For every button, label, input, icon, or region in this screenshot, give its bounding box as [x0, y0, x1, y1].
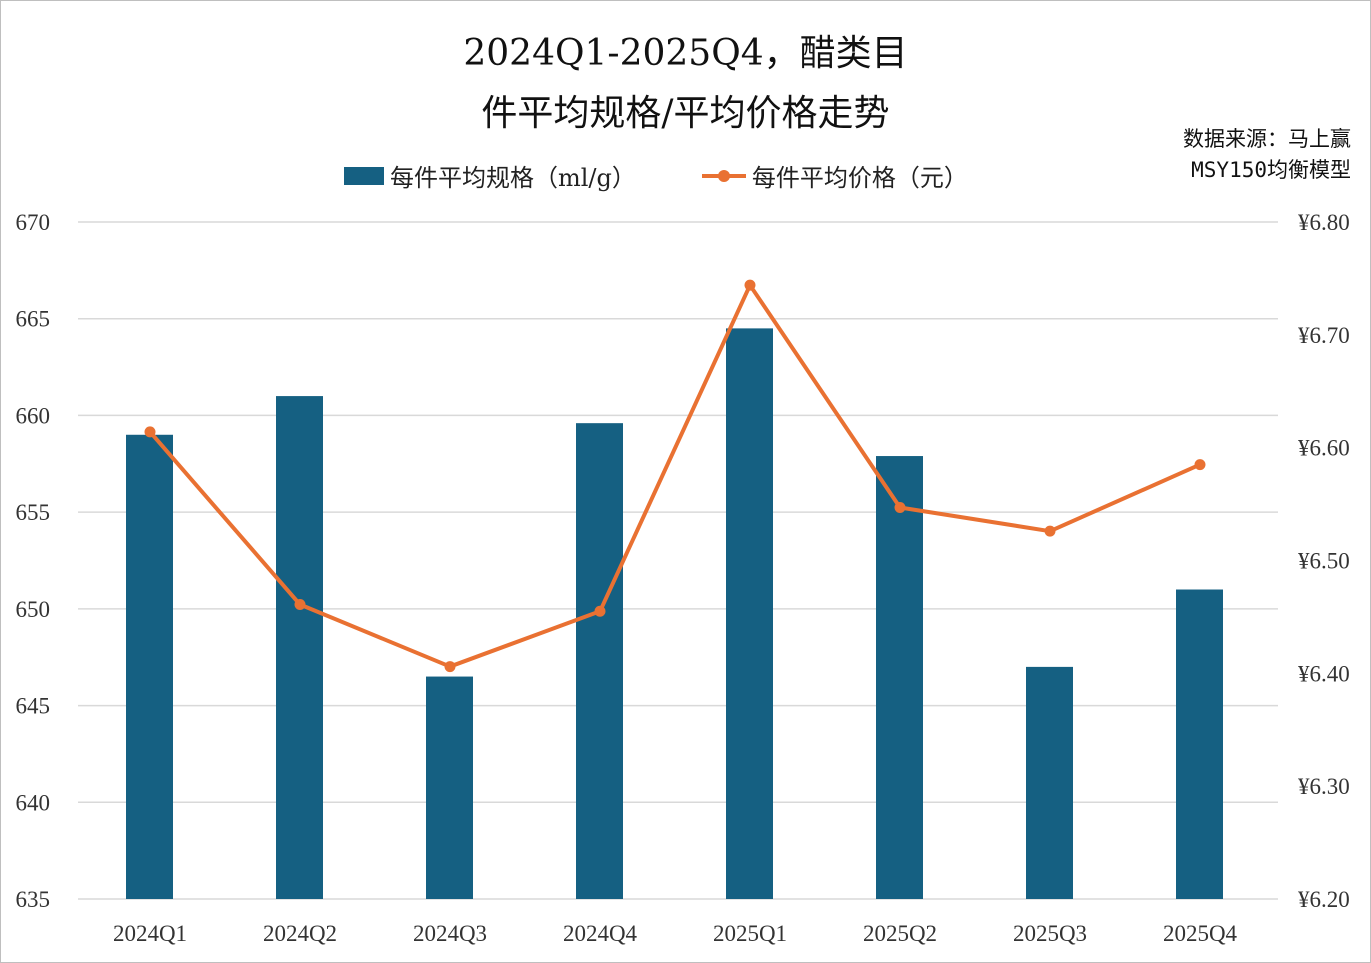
price-point — [594, 605, 606, 617]
chart-title-line2: 件平均规格/平均价格走势 — [481, 93, 890, 134]
bar — [1026, 666, 1073, 899]
left-axis-tick-label: 665 — [16, 307, 51, 332]
left-axis-tick-label: 635 — [16, 887, 51, 912]
x-axis-tick-label: 2025Q1 — [713, 921, 787, 946]
source-note: 数据来源：马上赢 MSY150均衡模型 — [1183, 124, 1351, 186]
chart-title-line1: 2024Q1-2025Q4，醋类目 — [463, 33, 908, 74]
left-axis-tick-label: 670 — [16, 210, 51, 235]
right-axis-tick-label: ¥6.30 — [1298, 774, 1350, 799]
left-axis-tick-label: 640 — [16, 790, 51, 815]
right-axis-tick-label: ¥6.40 — [1298, 661, 1350, 686]
legend-bar-label: 每件平均规格（ml/g） — [390, 164, 636, 192]
bar — [576, 423, 623, 899]
x-axis-tick-label: 2024Q3 — [413, 921, 487, 946]
left-axis-tick-label: 650 — [16, 597, 51, 622]
bar — [126, 434, 173, 899]
x-axis-tick-label: 2024Q4 — [563, 921, 638, 946]
bar — [426, 676, 473, 899]
price-point — [1194, 459, 1206, 471]
source-line1: 数据来源：马上赢 — [1183, 127, 1351, 151]
bar — [276, 396, 323, 899]
right-axis-tick-label: ¥6.80 — [1298, 210, 1350, 235]
bar — [876, 456, 923, 899]
price-line — [148, 283, 1201, 669]
right-axis-tick-label: ¥6.70 — [1298, 323, 1350, 348]
x-axis-tick-label: 2024Q2 — [263, 921, 337, 946]
source-line2: MSY150均衡模型 — [1191, 158, 1351, 182]
legend-bar-swatch — [344, 166, 384, 185]
left-axis-tick-label: 660 — [16, 403, 51, 428]
left-axis-tick-label: 655 — [16, 500, 51, 525]
price-point — [744, 279, 756, 291]
price-point — [144, 426, 156, 438]
bar — [726, 328, 773, 899]
legend-line-swatch — [701, 169, 746, 182]
price-point — [894, 501, 906, 513]
x-axis-tick-label: 2025Q4 — [1163, 921, 1238, 946]
left-axis-tick-label: 645 — [16, 694, 51, 719]
price-point — [444, 661, 456, 673]
x-axis-tick-label: 2024Q1 — [113, 921, 187, 946]
price-point — [294, 599, 306, 611]
right-axis-tick-label: ¥6.20 — [1298, 887, 1350, 912]
legend-line-label: 每件平均价格（元） — [751, 164, 968, 192]
bar — [1176, 589, 1223, 899]
x-axis-tick-label: 2025Q3 — [1013, 921, 1087, 946]
x-axis-tick-label: 2025Q2 — [863, 921, 937, 946]
right-axis-tick-label: ¥6.50 — [1298, 549, 1350, 574]
price-point — [1044, 525, 1056, 537]
right-axis-tick-label: ¥6.60 — [1298, 436, 1350, 461]
legend: 每件平均规格（ml/g） 每件平均价格（元） — [344, 158, 968, 193]
